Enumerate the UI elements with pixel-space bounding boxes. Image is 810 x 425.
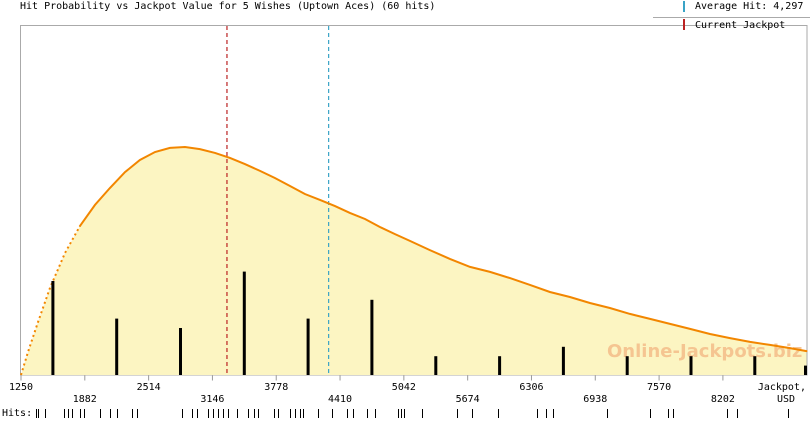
average-hit-line-icon xyxy=(683,1,685,12)
histogram-bar xyxy=(115,318,119,375)
legend-item-average-hit: Average Hit: 4,297 xyxy=(695,1,804,12)
x-tick-label: 5042 xyxy=(391,382,416,393)
x-axis-title-line2: USD xyxy=(777,394,796,405)
histogram-bar xyxy=(804,365,807,375)
x-tick-label: 1250 xyxy=(8,382,34,393)
probability-curve-start xyxy=(20,225,81,376)
histogram-bar xyxy=(498,356,502,375)
hit-rug xyxy=(36,409,789,418)
x-tick-label: 8202 xyxy=(710,394,735,405)
histogram-bar xyxy=(179,328,182,375)
histogram-bar xyxy=(561,346,565,375)
x-tick-label: 3146 xyxy=(200,394,225,405)
legend-item-current-jackpot: Current Jackpot xyxy=(695,20,786,31)
probability-curve xyxy=(79,145,808,353)
x-tick-label: 1882 xyxy=(72,394,97,405)
x-tick-label: 5674 xyxy=(455,394,480,405)
chart-title: Hit Probability vs Jackpot Value for 5 W… xyxy=(20,1,436,12)
histogram-bar xyxy=(434,356,438,375)
watermark: Online-Jackpots.biz xyxy=(607,341,802,362)
x-tick-label: 4410 xyxy=(327,394,353,405)
hits-row-label: Hits: xyxy=(2,408,33,419)
histogram-bar xyxy=(51,281,55,375)
probability-area-fill xyxy=(21,147,807,375)
histogram-bar xyxy=(306,318,310,375)
legend-divider xyxy=(653,17,810,18)
x-tick-label: 3778 xyxy=(264,382,289,393)
x-axis-ticks xyxy=(20,375,724,381)
x-axis-title-line1: Jackpot, xyxy=(757,382,806,393)
histogram-bar xyxy=(753,356,757,375)
x-tick-label: 7570 xyxy=(647,382,672,393)
hit-histogram-bars xyxy=(51,271,807,375)
current-jackpot-line-icon xyxy=(683,19,685,30)
histogram-bar xyxy=(242,271,246,375)
histogram-bar xyxy=(625,356,629,375)
x-tick-label: 6306 xyxy=(519,382,544,393)
x-tick-label: 6938 xyxy=(583,394,608,405)
histogram-bar xyxy=(689,356,693,375)
x-tick-label: 2514 xyxy=(136,382,161,393)
histogram-bar xyxy=(370,299,374,375)
